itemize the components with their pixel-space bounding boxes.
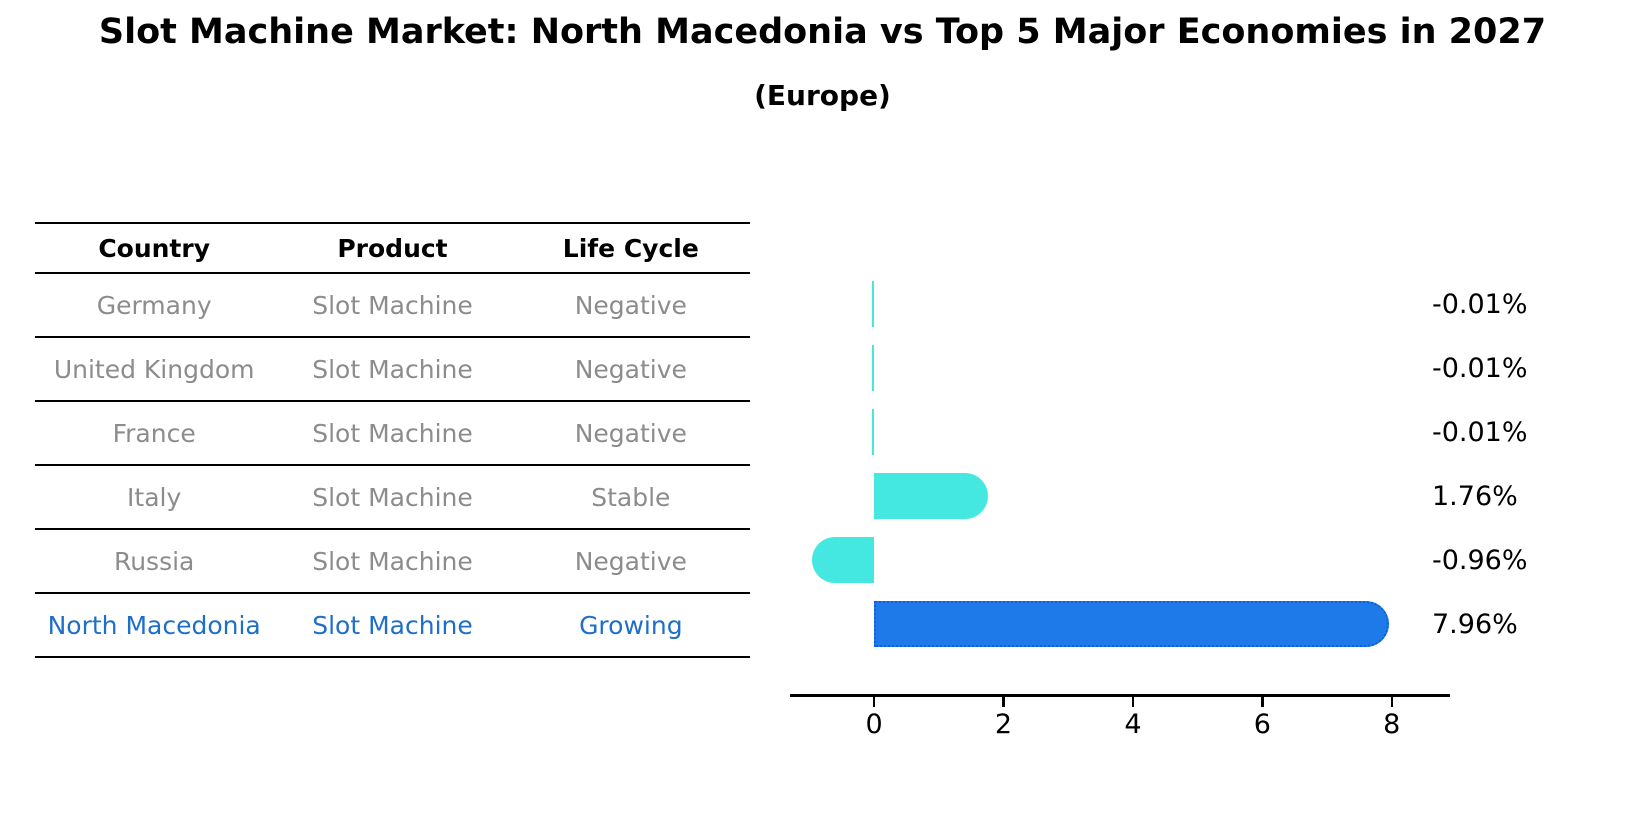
table-row: Russia Slot Machine Negative — [35, 530, 750, 594]
table-cell: Slot Machine — [312, 354, 473, 384]
x-tick-label: 4 — [1124, 709, 1142, 740]
bar-north-macedonia — [874, 601, 1390, 647]
table-header-row: Country Product Life Cycle — [35, 224, 750, 274]
bar-france — [871, 409, 875, 455]
col-header-product: Product — [337, 233, 448, 263]
country-table: Country Product Life Cycle Germany Slot M… — [35, 222, 750, 658]
bar-value-label: -0.01% — [1432, 416, 1528, 448]
table-row: North Macedonia Slot Machine Growing — [35, 594, 750, 658]
bar-value-label: -0.01% — [1432, 288, 1528, 320]
bar-germany — [871, 281, 875, 327]
x-tick-label: 8 — [1383, 709, 1401, 740]
table-cell: Negative — [574, 418, 687, 448]
col-header-lifecycle: Life Cycle — [562, 233, 699, 263]
x-tick-mark — [1261, 696, 1264, 707]
table-row: France Slot Machine Negative — [35, 402, 750, 466]
table-cell: Stable — [591, 482, 671, 512]
x-tick-label: 0 — [865, 709, 883, 740]
table-cell: Germany — [96, 290, 212, 320]
table-cell: United Kingdom — [53, 354, 255, 384]
x-tick-mark — [1002, 696, 1005, 707]
bar-chart: 0 2 4 6 8 -0.01% -0.01% -0.01% 1.76% -0.96% 7.96% — [790, 275, 1528, 765]
x-tick-mark — [872, 696, 876, 707]
bar-russia — [812, 537, 875, 583]
table-cell: Russia — [113, 546, 195, 576]
bar-value-label: -0.96% — [1432, 544, 1528, 576]
chart-subtitle: (Europe) — [754, 79, 891, 112]
col-header-country: Country — [98, 233, 211, 263]
x-tick-label: 2 — [994, 709, 1013, 740]
table-cell: Slot Machine — [312, 418, 473, 448]
table-row: United Kingdom Slot Machine Negative — [35, 338, 750, 402]
table-row: Italy Slot Machine Stable — [35, 466, 750, 530]
table-cell: Slot Machine — [312, 482, 473, 512]
x-tick-mark — [1131, 696, 1135, 707]
table-cell: Italy — [127, 482, 182, 512]
bar-value-label: -0.01% — [1432, 352, 1528, 384]
table-cell: Slot Machine — [312, 290, 473, 320]
bar-value-label: 7.96% — [1432, 608, 1518, 640]
bar-united-kingdom — [871, 345, 875, 391]
table-cell: Negative — [574, 290, 687, 320]
table-cell: Growing — [579, 610, 683, 640]
table-row: Germany Slot Machine Negative — [35, 274, 750, 338]
table-cell: Negative — [574, 546, 687, 576]
table-cell: Slot Machine — [312, 610, 473, 640]
x-tick-label: 6 — [1253, 709, 1271, 740]
chart-title: Slot Machine Market: North Macedonia vs … — [98, 12, 1547, 52]
table-cell: France — [112, 418, 196, 448]
x-axis-line — [790, 694, 1450, 697]
bar-value-label: 1.76% — [1432, 480, 1518, 512]
bar-italy — [874, 473, 988, 519]
table-cell: North Macedonia — [47, 610, 261, 640]
x-tick-mark — [1390, 696, 1393, 707]
table-cell: Negative — [574, 354, 687, 384]
table-body: Germany Slot Machine Negative United Kingdo… — [35, 274, 750, 658]
table-cell: Slot Machine — [312, 546, 473, 576]
